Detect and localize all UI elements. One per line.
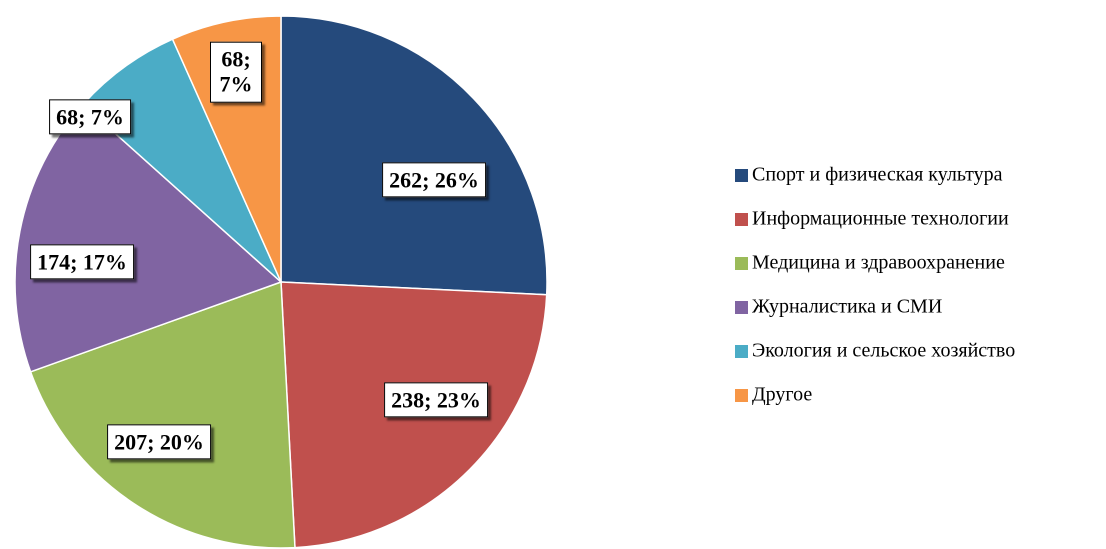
legend-label: Другое xyxy=(752,384,812,406)
legend-label: Спорт и физическая культура xyxy=(752,164,1003,186)
legend-label: Экология и сельское хозяйство xyxy=(752,340,1015,362)
pie-slice xyxy=(280,15,548,296)
data-label: 238; 23% xyxy=(384,382,488,418)
legend-swatch xyxy=(735,257,748,270)
data-label: 174; 17% xyxy=(30,244,134,280)
legend-label: Информационные технологии xyxy=(752,208,1009,230)
legend-label: Медицина и здравоохранение xyxy=(752,252,1005,274)
data-label: 262; 26% xyxy=(382,162,486,198)
legend-swatch xyxy=(735,169,748,182)
data-label: 68; 7% xyxy=(210,41,262,103)
data-label: 68; 7% xyxy=(49,99,131,135)
legend-swatch xyxy=(735,389,748,402)
data-label: 207; 20% xyxy=(107,424,211,460)
legend-swatch xyxy=(735,213,748,226)
legend-swatch xyxy=(735,345,748,358)
legend-label: Журналистика и СМИ xyxy=(752,296,942,318)
legend-swatch xyxy=(735,301,748,314)
